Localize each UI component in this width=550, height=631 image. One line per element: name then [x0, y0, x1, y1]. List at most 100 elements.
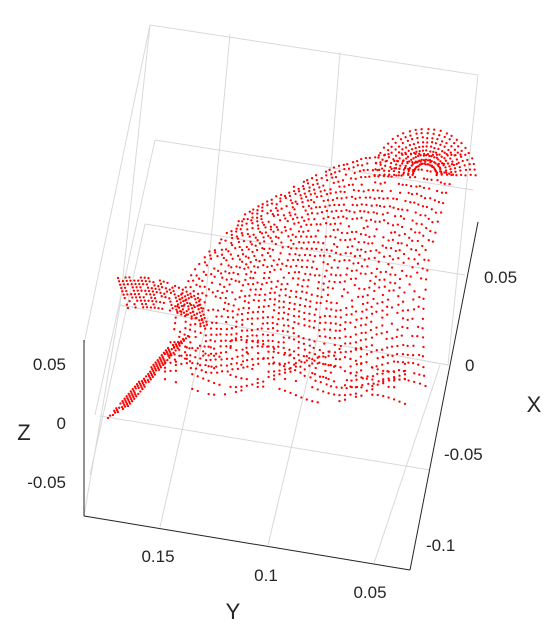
data-point: [440, 191, 444, 194]
data-point: [138, 296, 142, 299]
data-point: [382, 255, 386, 258]
data-point: [367, 188, 370, 192]
data-point: [230, 362, 233, 366]
data-point: [307, 278, 310, 282]
data-point: [152, 371, 156, 374]
data-point: [266, 322, 269, 325]
data-point: [251, 216, 254, 219]
data-point: [161, 355, 164, 359]
data-point: [250, 346, 254, 349]
data-point: [359, 369, 363, 372]
data-point: [432, 150, 435, 154]
data-point: [450, 173, 453, 177]
data-point: [437, 158, 440, 161]
data-point: [369, 328, 373, 332]
data-point: [447, 148, 450, 152]
data-point: [123, 296, 126, 300]
data-point: [408, 143, 412, 147]
data-point: [349, 393, 352, 396]
data-point: [315, 223, 318, 226]
data-point: [135, 395, 138, 398]
data-point: [386, 211, 389, 215]
data-point: [256, 377, 259, 381]
data-point: [443, 171, 446, 174]
data-point: [418, 295, 421, 299]
data-point: [392, 206, 395, 209]
data-point: [238, 296, 241, 299]
data-point: [320, 248, 323, 251]
data-point: [292, 258, 295, 262]
data-point: [375, 326, 378, 329]
data-point: [256, 381, 259, 385]
data-point: [371, 374, 375, 378]
data-point: [195, 301, 198, 304]
data-point: [150, 287, 153, 290]
data-point: [298, 359, 301, 362]
data-point: [294, 192, 297, 196]
data-point: [150, 374, 154, 377]
data-point: [272, 214, 276, 218]
data-point: [399, 215, 403, 218]
data-point: [373, 256, 376, 260]
data-point: [227, 264, 230, 267]
data-point: [282, 341, 285, 344]
data-point: [299, 225, 303, 228]
data-point: [225, 289, 229, 293]
data-point: [350, 230, 354, 234]
data-point: [424, 214, 427, 217]
data-point: [405, 244, 409, 247]
data-point: [261, 221, 264, 224]
data-point: [130, 282, 133, 286]
data-point: [424, 248, 427, 252]
data-point: [257, 299, 260, 302]
data-point: [247, 248, 250, 251]
data-point: [417, 305, 420, 308]
data-point: [350, 299, 354, 302]
data-point: [189, 303, 193, 307]
data-point: [425, 149, 428, 152]
data-point: [153, 373, 157, 376]
data-point: [394, 154, 398, 157]
data-point: [434, 162, 437, 165]
data-point: [304, 209, 307, 212]
data-point: [178, 354, 181, 357]
data-point: [194, 330, 197, 333]
data-point: [410, 228, 413, 231]
data-point: [332, 243, 336, 246]
data-point: [320, 211, 324, 214]
data-point: [319, 301, 322, 305]
data-point: [180, 304, 183, 308]
data-point: [314, 206, 318, 209]
data-point: [392, 370, 396, 374]
data-point: [263, 240, 266, 243]
data-point: [374, 181, 377, 184]
data-point: [359, 175, 363, 179]
data-point: [393, 167, 396, 170]
data-point: [216, 289, 219, 293]
data-point: [381, 301, 384, 304]
data-point: [390, 151, 393, 154]
data-point: [196, 346, 199, 350]
data-point: [450, 145, 453, 148]
data-point: [232, 271, 235, 274]
data-point: [184, 327, 187, 330]
data-point: [376, 368, 379, 371]
data-point: [418, 382, 422, 385]
data-point: [472, 162, 475, 166]
data-point: [256, 266, 260, 269]
data-point: [421, 205, 425, 208]
data-point: [410, 138, 414, 141]
data-point: [398, 400, 401, 403]
data-point: [258, 293, 261, 297]
data-point: [338, 185, 341, 188]
data-point: [389, 161, 393, 165]
data-point: [294, 394, 298, 397]
data-point: [443, 182, 446, 185]
data-point: [384, 270, 388, 274]
data-point: [326, 286, 330, 289]
data-point: [328, 255, 331, 258]
data-point: [272, 370, 276, 373]
data-point: [414, 160, 418, 163]
data-point: [469, 173, 472, 177]
data-point: [282, 214, 286, 217]
